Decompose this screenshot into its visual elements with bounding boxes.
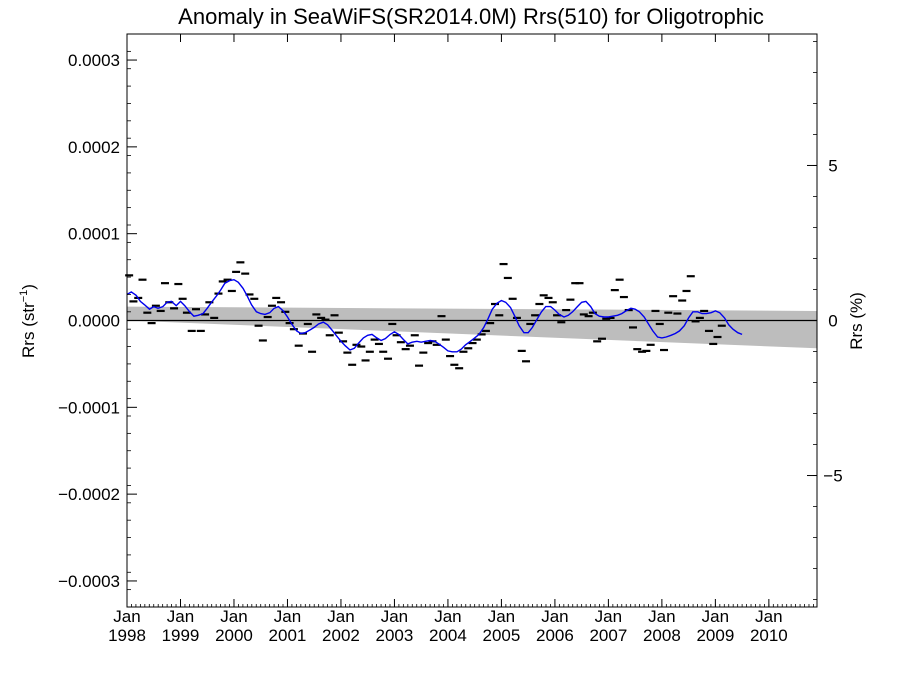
y-tick-label: 0.0003 xyxy=(68,51,120,70)
y-tick-label: −0.0003 xyxy=(58,572,120,591)
x-tick-label-month: Jan xyxy=(755,607,782,626)
y-tick-label: −0.0002 xyxy=(58,485,120,504)
y-tick-label: −0.0001 xyxy=(58,398,120,417)
y-tick-label-right: 5 xyxy=(828,156,837,175)
x-tick-label-year: 2005 xyxy=(483,626,521,645)
x-tick-label-month: Jan xyxy=(595,607,622,626)
x-tick-label-year: 1999 xyxy=(162,626,200,645)
x-tick-label-year: 2007 xyxy=(589,626,627,645)
x-tick-label-year: 2006 xyxy=(536,626,574,645)
smoothed-line-layer xyxy=(126,278,743,353)
x-tick-label-month: Jan xyxy=(220,607,247,626)
x-tick-label-year: 2009 xyxy=(696,626,734,645)
x-tick-label-month: Jan xyxy=(488,607,515,626)
x-tick-label-month: Jan xyxy=(327,607,354,626)
y-tick-label-right: −5 xyxy=(823,467,842,486)
x-tick-label-year: 2002 xyxy=(322,626,360,645)
chart-title: Anomaly in SeaWiFS(SR2014.0M) Rrs(510) f… xyxy=(178,4,764,29)
smoothed-line xyxy=(126,278,743,353)
x-tick-label-month: Jan xyxy=(381,607,408,626)
x-tick-label-year: 2008 xyxy=(643,626,681,645)
x-tick-label-month: Jan xyxy=(274,607,301,626)
y-axis-left: 0.0003 0.0002 0.0001 0.0000 −0.0001 −0.0002 −0… xyxy=(58,33,137,608)
y-tick-label: 0.0002 xyxy=(68,138,120,157)
y-tick-label: 0.0001 xyxy=(68,225,120,244)
x-axis: Jan1998Jan1999Jan2000Jan2001Jan2002Jan20… xyxy=(108,34,814,645)
x-tick-label-year: 2004 xyxy=(429,626,467,645)
x-tick-label-year: 2010 xyxy=(750,626,788,645)
x-tick-label-month: Jan xyxy=(434,607,461,626)
x-tick-label-year: 2003 xyxy=(376,626,414,645)
y-axis-label-left: Rrs (str−1) xyxy=(18,284,38,358)
y-axis-label-right: Rrs (%) xyxy=(847,292,866,350)
x-tick-label-month: Jan xyxy=(113,607,140,626)
y-tick-label: 0.0000 xyxy=(68,312,120,331)
x-tick-label-year: 1998 xyxy=(108,626,146,645)
x-tick-label-month: Jan xyxy=(702,607,729,626)
x-tick-label-year: 2000 xyxy=(215,626,253,645)
x-tick-label-month: Jan xyxy=(648,607,675,626)
y-tick-label-right: 0 xyxy=(828,312,837,331)
x-tick-label-month: Jan xyxy=(541,607,568,626)
y-axis-right: 5 0 −5 xyxy=(807,41,843,600)
x-tick-label-year: 2001 xyxy=(269,626,307,645)
x-tick-label-month: Jan xyxy=(167,607,194,626)
